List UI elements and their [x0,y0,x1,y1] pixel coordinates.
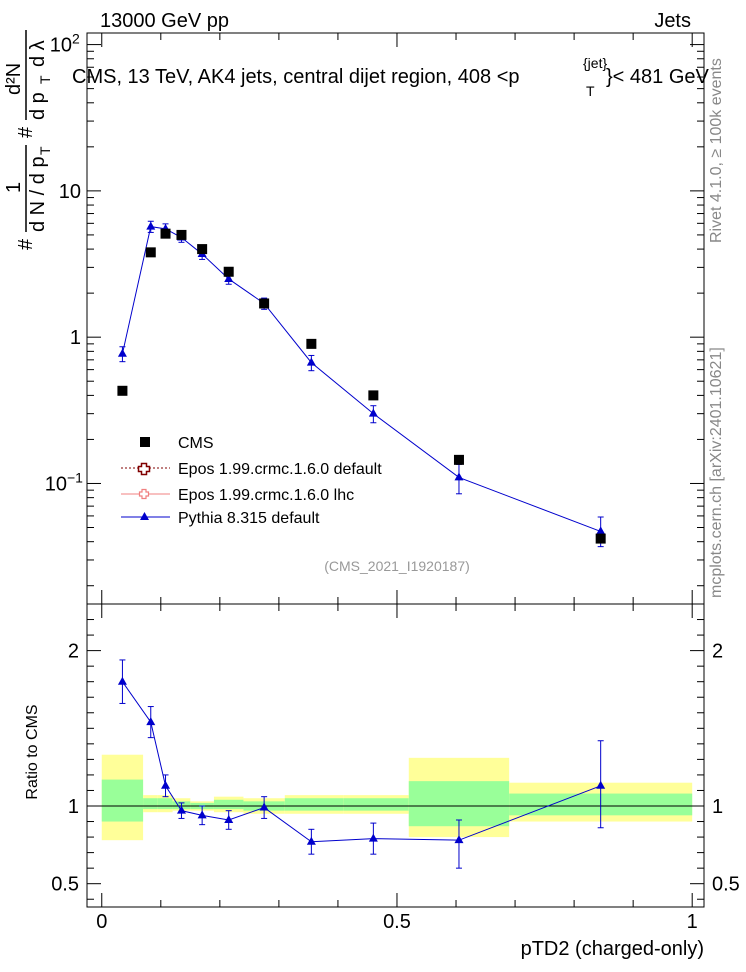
ratio-band-inner-7 [284,798,344,811]
legend-label-cms: CMS [178,435,214,452]
y-label-hash-1: # [15,238,37,250]
ratio-band-inner-8 [343,798,409,811]
legend-marker-epos-default [137,462,151,476]
ratio-band-inner-9 [408,781,510,827]
plot-title-end: }< 481 GeV [606,66,710,88]
legend: CMS Epos 1.99.crmc.1.6.0 default Epos 1.… [121,435,382,527]
x-tick-label-1: 0.5 [383,911,411,933]
y-label-frac2-den-end: d λ [27,40,49,67]
pythia-ratio-point [259,802,269,811]
y-tick-label-3: 10 [50,35,72,57]
pythia-point [596,526,606,535]
header-category: Jets [654,10,691,32]
y-axis-label: # 1 d N / d p T # d²N d p T d λ [3,30,53,250]
ratio-y-label: Ratio to CMS [24,704,41,799]
ratio-band-inner-1 [143,798,158,810]
legend-label-pythia: Pythia 8.315 default [178,510,320,527]
pythia-ratio-point [368,833,378,842]
pythia-point [146,221,156,230]
y-label-frac1-den: d N / d p [27,156,49,232]
pythia-point [117,348,127,357]
ratio-tick-label-left-0: 0.5 [51,874,79,896]
y-tick-label-2: 10 [59,181,81,203]
legend-label-epos-lhc: Epos 1.99.crmc.1.6.0 lhc [178,487,354,504]
plot-title-superscript: {jet} [583,55,607,71]
ratio-tick-label-right-0: 0.5 [712,874,740,896]
ratio-band-inner-5 [213,799,244,810]
ratio-tick-label-left-2: 2 [68,641,79,663]
ratio-band-inner-0 [101,779,144,822]
cms-point [453,454,464,465]
pythia-ratio-point [224,814,234,823]
ratio-tick-label-right-2: 2 [712,641,723,663]
y-label-hash-2: # [15,126,37,138]
cms-point [145,247,156,258]
legend-marker-cms [140,437,150,447]
cms-point [160,228,171,239]
pythia-ratio-point [197,810,207,819]
pythia-ratio-point [306,836,316,845]
pythia-ratio-point [596,780,606,789]
legend-marker-pythia [140,512,149,520]
plot-title: CMS, 13 TeV, AK4 jets, central dijet reg… [72,66,520,88]
cms-point [306,338,317,349]
analysis-id: (CMS_2021_I1920187) [324,558,470,574]
ratio-data-marks [117,659,606,869]
y-label-frac2-den-sub: T [37,75,53,84]
pythia-ratio-point [161,780,171,789]
legend-marker-epos-lhc [138,488,150,500]
y-label-frac2-den: d p [27,92,49,120]
ratio-tick-label-left-1: 1 [68,796,79,818]
x-tick-label-2: 1 [687,911,698,933]
main-data-marks [117,220,606,548]
ratio-band-inner-2 [157,798,173,810]
rivet-version-label: Rivet 4.1.0, ≥ 100k events [708,58,725,243]
y-label-frac1-num: 1 [3,182,25,193]
pythia-ratio-point [117,676,127,685]
ratio-uncertainty-bands [87,754,704,841]
y-tick-label-0: 10 [45,473,67,495]
header-beam: 13000 GeV pp [100,10,229,32]
y-tick-label-exponent-0: −1 [67,469,83,485]
cms-point [117,385,128,396]
mcplots-reference-label: mcplots.cern.ch [arXiv:2401.10621] [708,347,725,598]
cms-point [176,229,187,240]
pythia-line [121,226,601,532]
y-label-frac2-num: d²N [3,63,25,95]
pythia-point [306,357,316,366]
legend-label-epos-default: Epos 1.99.crmc.1.6.0 default [178,461,382,478]
ratio-axis-ticks: 0.5 0.5 1 1 2 2 0 0.5 1 [51,604,740,933]
plot-title-subscript: T [586,83,595,99]
cms-point [197,244,208,255]
pythia-point [454,472,464,481]
x-tick-label-0: 0 [96,911,107,933]
cms-point [368,390,379,401]
y-tick-label-1: 1 [70,327,81,349]
y-label-frac1-den-sub: T [37,146,53,155]
ratio-frame [86,603,705,908]
cms-point [595,533,606,544]
pythia-ratio-point [454,835,464,844]
x-axis-label: pTD2 (charged-only) [521,938,704,960]
ratio-tick-label-right-1: 1 [712,796,723,818]
y-tick-label-exponent-3: 2 [72,31,80,47]
cms-point [223,266,234,277]
pythia-point [368,408,378,417]
cms-point [259,298,270,309]
pythia-point [224,273,234,282]
pythia-ratio-point [176,805,186,814]
pythia-ratio-point [146,717,156,726]
